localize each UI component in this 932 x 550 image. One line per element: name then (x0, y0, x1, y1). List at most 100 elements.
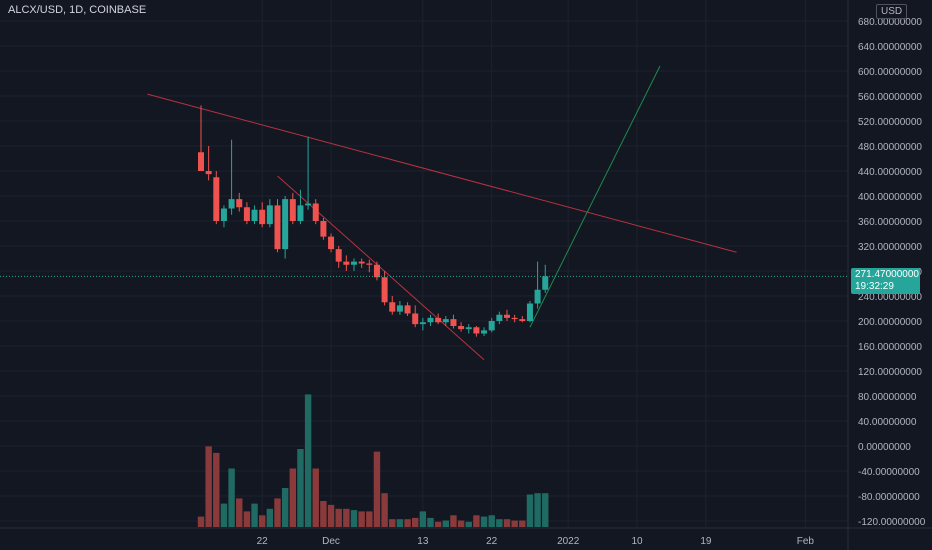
x-tick-label: Feb (797, 536, 815, 547)
candle-body (297, 205, 304, 221)
trend-line (147, 93, 737, 253)
candle-body (488, 321, 495, 331)
candle-body (534, 289, 541, 304)
bar-countdown: 19:32:29 (855, 281, 894, 292)
volume-bar (366, 511, 373, 527)
volume-bar (526, 494, 534, 527)
candle-body (205, 171, 212, 175)
volume-bar (220, 503, 228, 527)
volume-bar (480, 516, 488, 527)
volume-bar (534, 493, 541, 527)
candle-body (381, 277, 388, 303)
candle-body (419, 322, 426, 325)
trend-lines (147, 65, 737, 361)
candle-body (236, 199, 243, 208)
candle-body (305, 203, 312, 206)
y-tick-label: 520.00000000 (858, 117, 922, 128)
volume-bar (412, 517, 419, 527)
candle-body (412, 313, 419, 325)
volume-bar (496, 519, 503, 527)
volume-bar (266, 508, 274, 527)
volume-bar (289, 468, 296, 527)
candle-body (496, 314, 503, 321)
candle-body (465, 327, 472, 330)
candle-body (435, 317, 442, 323)
candle-body (198, 152, 204, 171)
y-tick-label: 360.00000000 (858, 217, 922, 228)
candle-body (450, 319, 457, 326)
candle-body (351, 261, 357, 265)
y-tick-label: 440.00000000 (858, 167, 922, 178)
candle-body (404, 305, 411, 314)
candle-body (282, 199, 289, 250)
candle-body (542, 276, 549, 290)
volume-bar (457, 520, 465, 527)
volume-bar (389, 519, 396, 527)
candle-body (519, 319, 526, 321)
volume-bar (251, 503, 258, 527)
volume-bar (320, 501, 327, 527)
volume-bar (465, 521, 472, 527)
candle-body (458, 326, 465, 330)
volume-bar (213, 452, 220, 527)
candle-body (228, 199, 235, 209)
volume-bar (228, 468, 235, 527)
volume-bar (297, 449, 304, 527)
volume-bar (274, 498, 281, 527)
volume-bar (511, 520, 518, 527)
y-tick-label: 40.00000000 (858, 417, 917, 428)
y-tick-label: 120.00000000 (858, 367, 922, 378)
volume-bars (197, 394, 549, 527)
x-tick-label: 19 (700, 536, 712, 547)
candle-body (473, 327, 480, 334)
x-tick-label: Dec (322, 536, 340, 547)
y-tick-label: 240.00000000 (858, 292, 922, 303)
volume-bar (205, 446, 212, 527)
trend-line (277, 175, 485, 361)
candle-body (274, 205, 281, 250)
candle-body (343, 261, 350, 265)
candle-body (220, 208, 227, 221)
symbol-title: ALCX/USD, 1D, COINBASE (8, 4, 147, 16)
y-tick-label: -40.00000000 (858, 467, 920, 478)
candle-body (442, 319, 449, 323)
candle-body (335, 249, 342, 262)
volume-bar (281, 488, 289, 527)
y-tick-label: 400.00000000 (858, 192, 922, 203)
x-tick-label: 22 (486, 536, 498, 547)
y-tick-label: 600.00000000 (858, 67, 922, 78)
volume-bar (358, 511, 365, 527)
y-tick-label: 160.00000000 (858, 342, 922, 353)
candle-body (312, 203, 319, 221)
volume-bar (243, 511, 251, 527)
x-tick-label: 10 (631, 536, 643, 547)
volume-bar (335, 508, 342, 527)
x-tick-label: 13 (417, 536, 429, 547)
x-tick-label: 2022 (557, 536, 580, 547)
volume-bar (304, 394, 312, 527)
y-tick-label: 320.00000000 (858, 242, 922, 253)
y-tick-label: -80.00000000 (858, 492, 920, 503)
volume-bar (327, 504, 335, 527)
volume-bar (450, 515, 457, 527)
volume-bar (343, 508, 350, 527)
candle-body (243, 207, 250, 221)
volume-bar (381, 493, 388, 527)
volume-bar (434, 521, 442, 527)
candle-body (511, 317, 518, 320)
volume-bar (419, 511, 427, 527)
candle-body (251, 209, 258, 221)
candle-body (504, 314, 510, 318)
candle-body (328, 236, 335, 250)
volume-bar (373, 451, 381, 527)
y-tick-label: 560.00000000 (858, 92, 922, 103)
candle-body (266, 205, 273, 225)
candle-body (481, 330, 488, 334)
volume-bar (542, 493, 549, 527)
currency-label[interactable]: USD (876, 4, 908, 19)
volume-bar (442, 520, 449, 527)
candle-body (366, 263, 373, 265)
volume-bar (488, 515, 495, 527)
